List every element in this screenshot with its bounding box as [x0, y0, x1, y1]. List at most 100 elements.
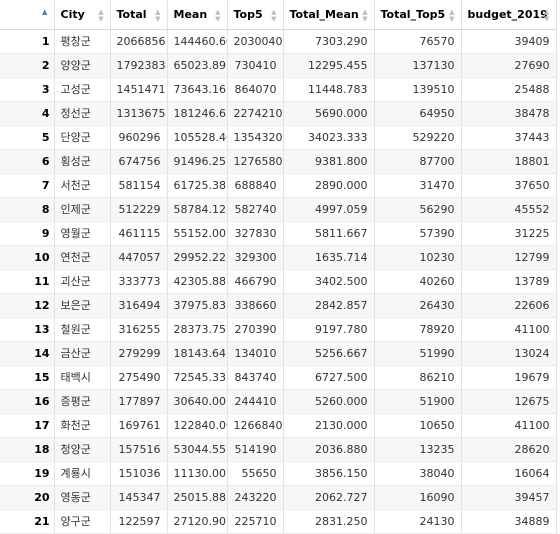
column-header-label: Mean — [173, 7, 208, 21]
sort-icon: ▲ ▼ — [271, 8, 277, 23]
cell-budget-2019: 39409 — [461, 29, 557, 54]
column-header-budget-2019[interactable]: budget_2019 ▲ ▼ — [461, 0, 557, 30]
cell-total-top5: 78920 — [374, 317, 462, 342]
cell-budget-2019: 37650 — [461, 173, 557, 198]
cell-total: 1792383 — [110, 53, 168, 78]
table-row: 5단양군960296105528.40135432034023.33352922… — [0, 125, 557, 150]
cell-top5: 327830 — [227, 221, 284, 246]
cell-total-mean: 5690.000 — [283, 101, 375, 126]
cell-city: 괴산군 — [54, 269, 111, 294]
cell-top5: 1266840 — [227, 413, 284, 438]
row-index: 18 — [0, 437, 55, 462]
cell-total-top5: 13235 — [374, 437, 462, 462]
row-index: 5 — [0, 125, 55, 150]
table-row: 11 괴산군 333773 42305.88 466790 3402.500 40260 13… — [0, 269, 557, 294]
column-header-mean[interactable]: Mean ▲ ▼ — [167, 0, 228, 30]
row-index-header[interactable]: ▲ — [0, 0, 55, 30]
cell-mean: 29952.22 — [167, 245, 228, 270]
cell-mean: 144460.60 — [167, 29, 228, 54]
cell-city: 화천군 — [54, 413, 111, 438]
cell-top5: 55650 — [227, 461, 284, 486]
column-header-top5[interactable]: Top5 ▲ ▼ — [227, 0, 284, 30]
cell-total-top5: 40260 — [374, 269, 462, 294]
cell-city: 정선군 — [54, 101, 111, 126]
column-header-total[interactable]: Total ▲ ▼ — [110, 0, 168, 30]
cell-total: 581154 — [110, 173, 168, 198]
cell-budget-2019: 41100 — [461, 317, 557, 342]
row-index: 3 — [0, 77, 55, 102]
column-header-label: Total_Top5 — [380, 7, 446, 21]
cell-budget-2019: 28620 — [461, 437, 557, 462]
cell-total-mean: 4997.059 — [283, 197, 375, 222]
column-header-city[interactable]: City ▲ ▼ — [54, 0, 111, 30]
sort-icon: ▲ ▼ — [98, 8, 104, 23]
cell-total-mean: 9197.780 — [283, 317, 375, 342]
column-header-label: budget_2019 — [467, 7, 548, 21]
cell-total-mean: 3856.150 — [283, 461, 375, 486]
table-row: 10 연천군 447057 29952.22 329300 1635.714 10230 12… — [0, 245, 557, 270]
sort-icon: ▲ ▼ — [215, 8, 221, 23]
column-header-total-top5[interactable]: Total_Top5 ▲ ▼ — [374, 0, 462, 30]
cell-total-top5: 51990 — [374, 341, 462, 366]
cell-city: 단양군 — [54, 125, 111, 150]
cell-top5: 843740 — [227, 365, 284, 390]
column-header-total-mean[interactable]: Total_Mean ▲ ▼ — [283, 0, 375, 30]
cell-total-mean: 2062.727 — [283, 485, 375, 510]
column-header-label: Total_Mean — [289, 7, 359, 21]
cell-top5: 1276580 — [227, 149, 284, 174]
cell-total-top5: 76570 — [374, 29, 462, 54]
cell-city: 횡성군 — [54, 149, 111, 174]
row-index: 6 — [0, 149, 55, 174]
cell-top5: 243220 — [227, 485, 284, 510]
cell-mean: 73643.16 — [167, 77, 228, 102]
sort-icon: ▲ ▼ — [362, 8, 368, 23]
column-header-label: Top5 — [233, 7, 263, 21]
cell-top5: 225710 — [227, 509, 284, 534]
cell-total-top5: 24130 — [374, 509, 462, 534]
cell-total-top5: 16090 — [374, 485, 462, 510]
table-row: 2 양양군 1792383 65023.89 730410 12295.455 137130… — [0, 53, 557, 78]
table-row: 18 청양군 157516 53044.55 514190 2036.880 13235 28… — [0, 437, 557, 462]
row-index: 20 — [0, 485, 55, 510]
cell-budget-2019: 39457 — [461, 485, 557, 510]
table-row: 3 고성군 1451471 73643.16 864070 11448.783 139510… — [0, 77, 557, 102]
sort-icon: ▲ ▼ — [544, 8, 550, 23]
table-body: 1평창군2066856144460.6020300407303.29076570… — [0, 29, 557, 534]
cell-total: 275490 — [110, 365, 168, 390]
cell-total-top5: 56290 — [374, 197, 462, 222]
cell-top5: 329300 — [227, 245, 284, 270]
cell-total-mean: 2130.000 — [283, 413, 375, 438]
cell-total-mean: 6727.500 — [283, 365, 375, 390]
row-index: 15 — [0, 365, 55, 390]
cell-mean: 37975.83 — [167, 293, 228, 318]
table-row: 20 영동군 145347 25015.88 243220 2062.727 16090 39… — [0, 485, 557, 510]
cell-total-top5: 139510 — [374, 77, 462, 102]
cell-top5: 1354320 — [227, 125, 284, 150]
cell-budget-2019: 31225 — [461, 221, 557, 246]
table-row: 14 금산군 279299 18143.64 134010 5256.667 51990 13… — [0, 341, 557, 366]
row-index: 17 — [0, 413, 55, 438]
table-row: 17화천군169761122840.0012668402130.00010650… — [0, 413, 557, 438]
cell-total-top5: 31470 — [374, 173, 462, 198]
cell-total: 461115 — [110, 221, 168, 246]
table-row: 15 태백시 275490 72545.33 843740 6727.500 86210 19… — [0, 365, 557, 390]
cell-total-top5: 10230 — [374, 245, 462, 270]
cell-total-top5: 10650 — [374, 413, 462, 438]
cell-top5: 244410 — [227, 389, 284, 414]
cell-budget-2019: 13789 — [461, 269, 557, 294]
cell-total-top5: 51900 — [374, 389, 462, 414]
cell-city: 태백시 — [54, 365, 111, 390]
row-index: 11 — [0, 269, 55, 294]
header-row: ▲ City ▲ ▼ Total ▲ ▼ Mean ▲ ▼ Top5 ▲ ▼ — [0, 0, 557, 30]
cell-top5: 2030040 — [227, 29, 284, 54]
cell-mean: 27120.90 — [167, 509, 228, 534]
cell-total-mean: 5256.667 — [283, 341, 375, 366]
cell-total-top5: 64950 — [374, 101, 462, 126]
cell-mean: 25015.88 — [167, 485, 228, 510]
cell-total-mean: 3402.500 — [283, 269, 375, 294]
cell-total-mean: 2036.880 — [283, 437, 375, 462]
cell-total: 169761 — [110, 413, 168, 438]
row-index: 1 — [0, 29, 55, 54]
cell-city: 청양군 — [54, 437, 111, 462]
table-row: 7 서천군 581154 61725.38 688840 2890.000 31470 376… — [0, 173, 557, 198]
